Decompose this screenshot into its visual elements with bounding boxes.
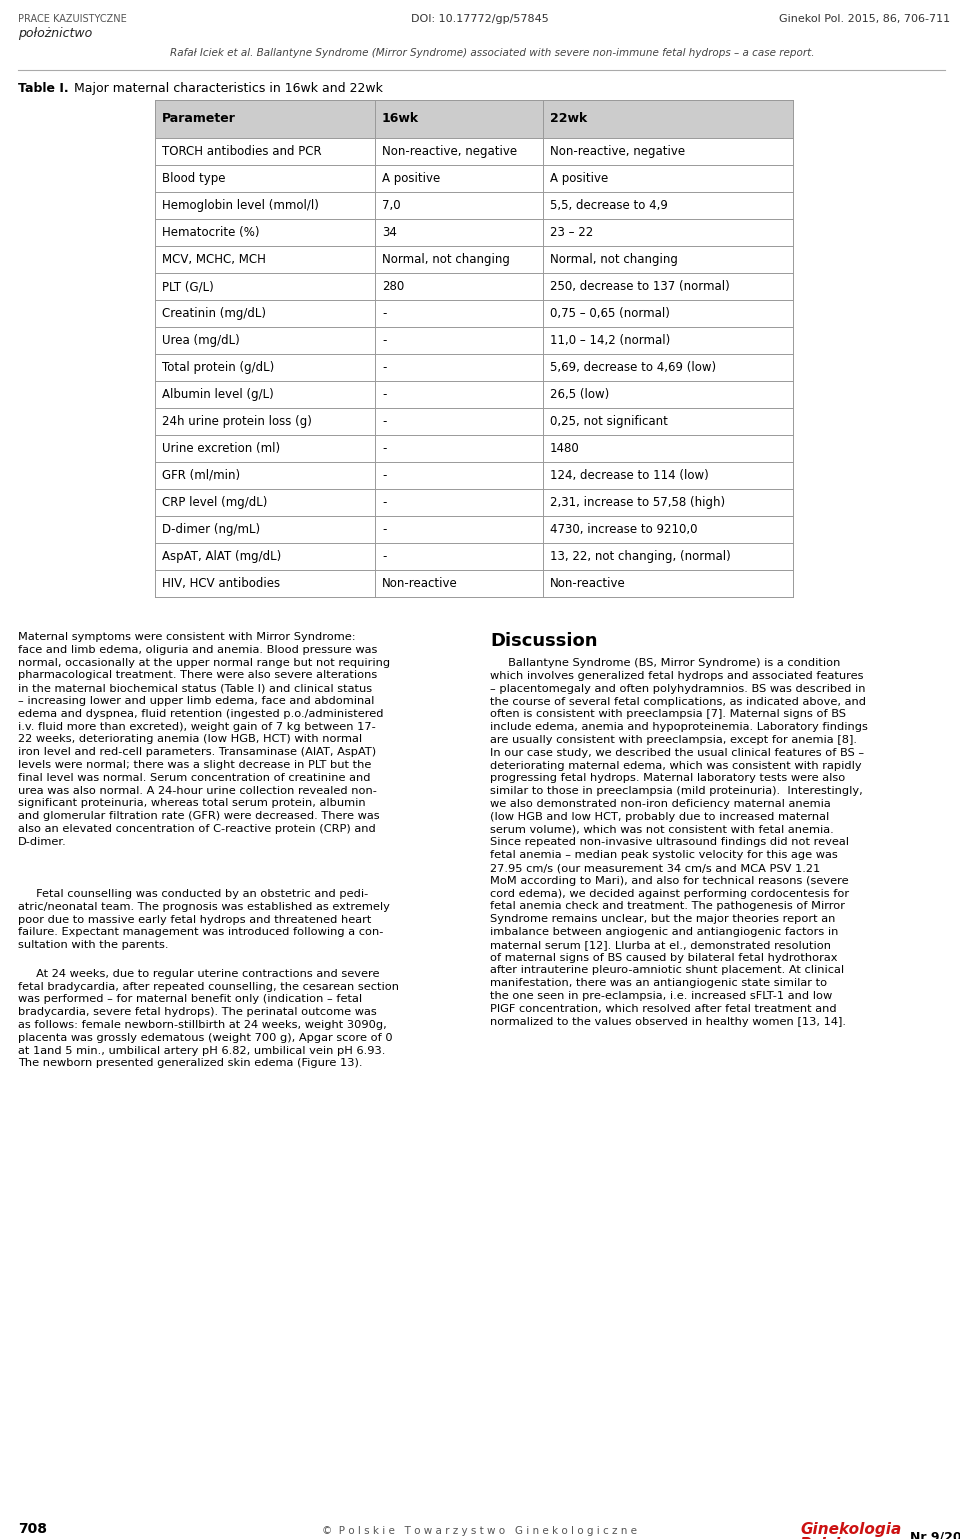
Text: Normal, not changing: Normal, not changing [550,252,678,266]
Text: At 24 weeks, due to regular uterine contractions and severe
fetal bradycardia, a: At 24 weeks, due to regular uterine cont… [18,968,399,1068]
Text: A positive: A positive [382,172,441,185]
Text: -: - [382,469,386,482]
Text: HIV, HCV antibodies: HIV, HCV antibodies [162,577,280,589]
Text: 5,69, decrease to 4,69 (low): 5,69, decrease to 4,69 (low) [550,362,716,374]
Text: Discussion: Discussion [490,633,597,649]
Text: Total protein (g/dL): Total protein (g/dL) [162,362,275,374]
Text: -: - [382,388,386,402]
Text: 2,31, increase to 57,58 (high): 2,31, increase to 57,58 (high) [550,496,725,509]
Text: 0,75 – 0,65 (normal): 0,75 – 0,65 (normal) [550,306,670,320]
Text: 7,0: 7,0 [382,199,400,212]
Text: 26,5 (low): 26,5 (low) [550,388,610,402]
Text: PRACE KAZUISTYCZNE: PRACE KAZUISTYCZNE [18,14,127,25]
Text: 24h urine protein loss (g): 24h urine protein loss (g) [162,416,312,428]
Text: Hematocrite (%): Hematocrite (%) [162,226,259,239]
Text: Non-reactive: Non-reactive [550,577,626,589]
Text: 5,5, decrease to 4,9: 5,5, decrease to 4,9 [550,199,668,212]
Text: Non-reactive, negative: Non-reactive, negative [550,145,685,159]
Text: Ballantyne Syndrome (BS, Mirror Syndrome) is a condition
which involves generali: Ballantyne Syndrome (BS, Mirror Syndrome… [490,659,868,1027]
Text: 0,25, not significant: 0,25, not significant [550,416,668,428]
Text: Table I.: Table I. [18,82,68,95]
Text: Non-reactive, negative: Non-reactive, negative [382,145,517,159]
Text: 1480: 1480 [550,442,580,456]
Text: Polska: Polska [800,1537,856,1539]
Text: 23 – 22: 23 – 22 [550,226,593,239]
Text: Creatinin (mg/dL): Creatinin (mg/dL) [162,306,266,320]
Text: -: - [382,496,386,509]
Text: Ginekologia: Ginekologia [800,1522,901,1537]
Text: Parameter: Parameter [162,112,236,126]
Text: Fetal counselling was conducted by an obstetric and pedi-
atric/neonatal team. T: Fetal counselling was conducted by an ob… [18,890,390,950]
Text: CRP level (mg/dL): CRP level (mg/dL) [162,496,268,509]
Text: 22wk: 22wk [550,112,588,126]
Text: 250, decrease to 137 (normal): 250, decrease to 137 (normal) [550,280,730,292]
Text: -: - [382,334,386,346]
Text: AspAT, AlAT (mg/dL): AspAT, AlAT (mg/dL) [162,549,281,563]
Text: Rafał Iciek et al. Ballantyne Syndrome (Mirror Syndrome) associated with severe : Rafał Iciek et al. Ballantyne Syndrome (… [170,48,814,58]
Text: GFR (ml/min): GFR (ml/min) [162,469,240,482]
Bar [155,100,793,139]
Text: 280: 280 [382,280,404,292]
Text: Non-reactive: Non-reactive [382,577,458,589]
Text: Albumin level (g/L): Albumin level (g/L) [162,388,274,402]
Text: Hemoglobin level (mmol/l): Hemoglobin level (mmol/l) [162,199,319,212]
Text: D-dimer (ng/mL): D-dimer (ng/mL) [162,523,260,536]
Text: MCV, MCHC, MCH: MCV, MCHC, MCH [162,252,266,266]
Text: -: - [382,442,386,456]
Text: 13, 22, not changing, (normal): 13, 22, not changing, (normal) [550,549,731,563]
Text: TORCH antibodies and PCR: TORCH antibodies and PCR [162,145,322,159]
Text: Urine excretion (ml): Urine excretion (ml) [162,442,280,456]
Text: -: - [382,523,386,536]
Text: Nr 9/2015: Nr 9/2015 [910,1530,960,1539]
Text: DOI: 10.17772/gp/57845: DOI: 10.17772/gp/57845 [411,14,549,25]
Text: PLT (G/L): PLT (G/L) [162,280,214,292]
Text: 124, decrease to 114 (low): 124, decrease to 114 (low) [550,469,708,482]
Text: A positive: A positive [550,172,609,185]
Text: Urea (mg/dL): Urea (mg/dL) [162,334,240,346]
Text: -: - [382,362,386,374]
Text: Blood type: Blood type [162,172,226,185]
Text: położnictwo: położnictwo [18,28,92,40]
Text: Maternal symptoms were consistent with Mirror Syndrome:
face and limb edema, oli: Maternal symptoms were consistent with M… [18,633,390,846]
Text: Normal, not changing: Normal, not changing [382,252,510,266]
Text: 11,0 – 14,2 (normal): 11,0 – 14,2 (normal) [550,334,670,346]
Text: ©  P o l s k i e   T o w a r z y s t w o   G i n e k o l o g i c z n e: © P o l s k i e T o w a r z y s t w o G … [323,1527,637,1536]
Text: 34: 34 [382,226,396,239]
Text: -: - [382,306,386,320]
Text: -: - [382,416,386,428]
Text: 16wk: 16wk [382,112,420,126]
Text: 708: 708 [18,1522,47,1536]
Text: -: - [382,549,386,563]
Text: Ginekol Pol. 2015, 86, 706-711: Ginekol Pol. 2015, 86, 706-711 [779,14,950,25]
Text: 4730, increase to 9210,0: 4730, increase to 9210,0 [550,523,698,536]
Text: Major maternal characteristics in 16wk and 22wk: Major maternal characteristics in 16wk a… [70,82,383,95]
